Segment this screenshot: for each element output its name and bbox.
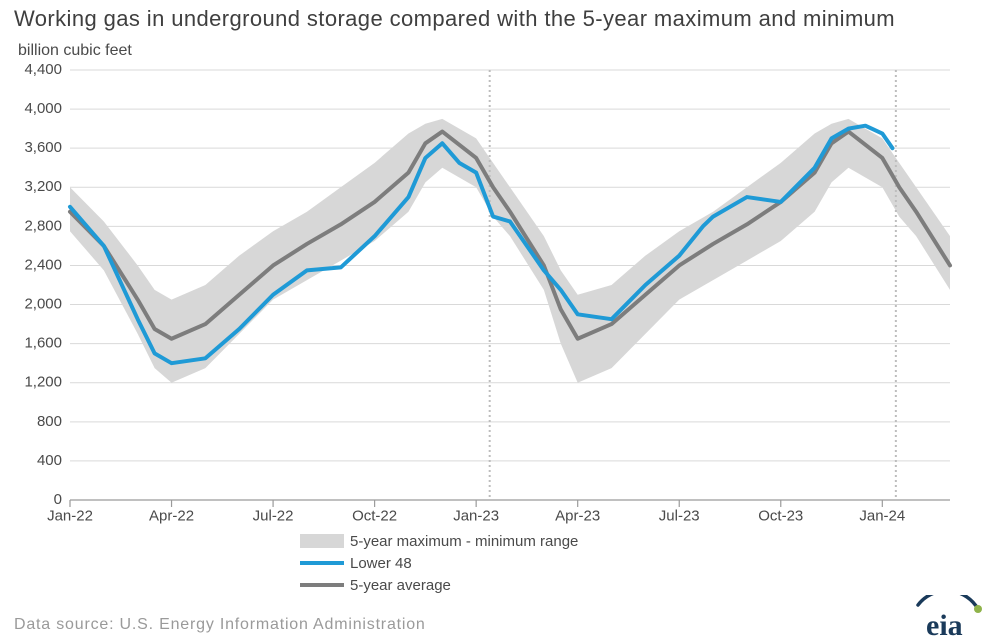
y-tick: 800 — [37, 413, 62, 430]
y-tick: 1,200 — [24, 374, 62, 391]
chart-area: 0 400 800 1,200 1,600 2,000 2,400 2,800 3,200 3,6… — [0, 40, 992, 560]
legend-item-band: 5-year maximum - minimum range — [300, 530, 578, 552]
x-tick: Jan-22 — [47, 507, 93, 524]
y-tick: 1,600 — [24, 335, 62, 352]
x-tick: Jan-23 — [453, 507, 499, 524]
logo-arc-icon — [918, 595, 978, 609]
legend-swatch-band — [300, 534, 344, 548]
legend-label: Lower 48 — [350, 555, 412, 572]
legend-label: 5-year maximum - minimum range — [350, 533, 578, 550]
x-tick-labels: Jan-22 Apr-22 Jul-22 Oct-22 Jan-23 Apr-23 Jul-… — [47, 507, 905, 524]
logo-dot-icon — [974, 605, 982, 613]
x-tick: Oct-23 — [758, 507, 803, 524]
y-tick: 3,200 — [24, 178, 62, 195]
chart-page: { "title": "Working gas in underground s… — [0, 0, 992, 643]
y-tick: 2,000 — [24, 296, 62, 313]
legend-label: 5-year average — [350, 577, 451, 594]
y-tick: 3,600 — [24, 139, 62, 156]
chart-title: Working gas in underground storage compa… — [14, 6, 895, 32]
eia-logo: eia — [912, 595, 982, 639]
legend-line-avg — [300, 583, 344, 587]
logo-text: eia — [926, 609, 963, 639]
chart-svg: 0 400 800 1,200 1,600 2,000 2,400 2,800 3,200 3,6… — [0, 40, 992, 560]
x-tick: Apr-22 — [149, 507, 194, 524]
y-tick: 0 — [54, 491, 62, 508]
legend-item-lower48: Lower 48 — [300, 552, 578, 574]
data-source: Data source: U.S. Energy Information Adm… — [14, 616, 426, 634]
y-tick: 4,000 — [24, 100, 62, 117]
data-series — [70, 126, 950, 363]
y-tick: 2,400 — [24, 256, 62, 273]
x-tick: Jul-22 — [253, 507, 294, 524]
y-tick: 2,800 — [24, 217, 62, 234]
x-tick: Jul-23 — [659, 507, 700, 524]
legend-line-lower48 — [300, 561, 344, 565]
x-tick: Apr-23 — [555, 507, 600, 524]
y-tick-labels: 0 400 800 1,200 1,600 2,000 2,400 2,800 3,200 3,6… — [24, 61, 62, 508]
y-tick: 400 — [37, 452, 62, 469]
legend-item-avg: 5-year average — [300, 574, 578, 596]
legend: 5-year maximum - minimum range Lower 48 … — [300, 530, 578, 596]
y-tick: 4,400 — [24, 61, 62, 78]
x-tick: Oct-22 — [352, 507, 397, 524]
axes — [70, 500, 950, 507]
x-tick: Jan-24 — [859, 507, 905, 524]
